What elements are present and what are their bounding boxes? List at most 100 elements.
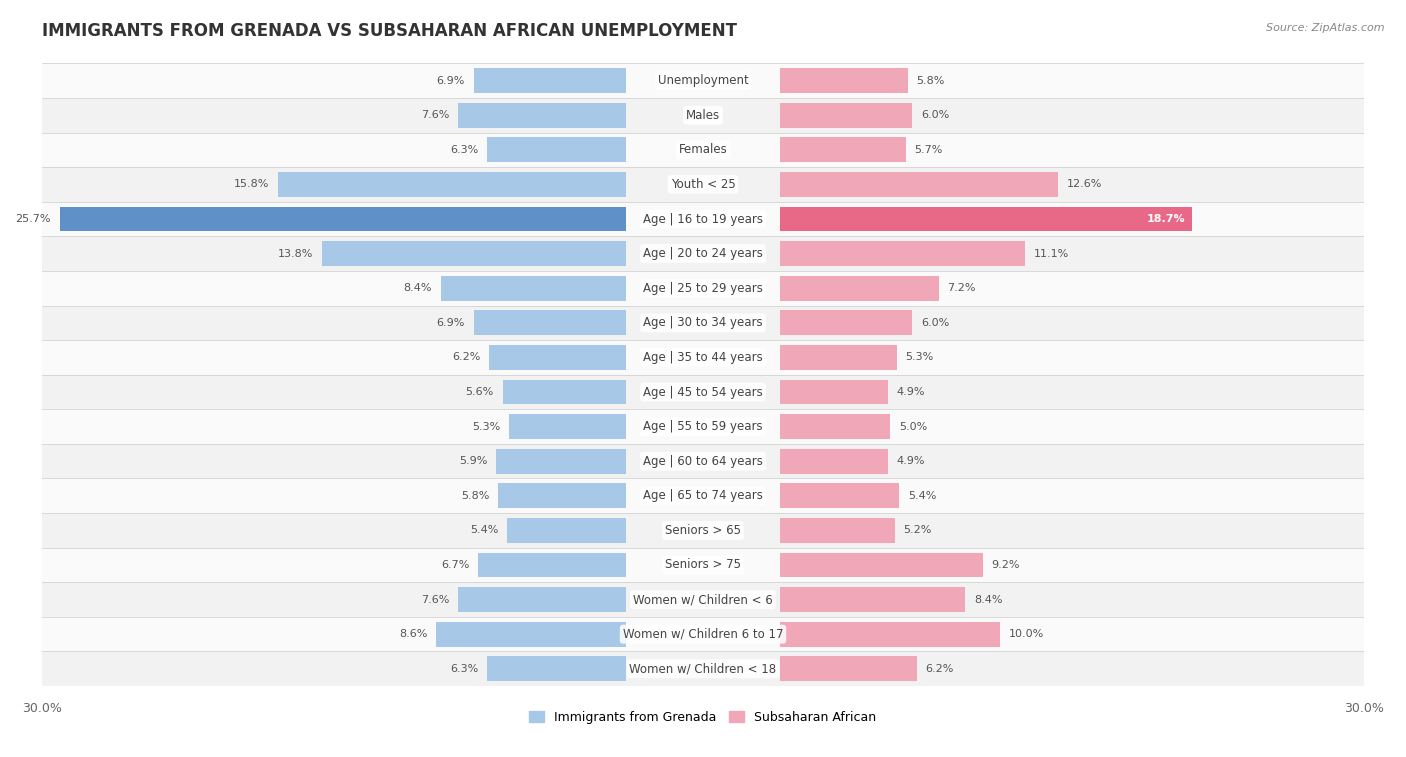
Bar (42, 582, 1364, 617)
Bar (496, 449, 626, 474)
Bar (441, 276, 626, 301)
Text: 7.6%: 7.6% (422, 111, 450, 120)
Text: 5.3%: 5.3% (905, 353, 934, 363)
Text: Age | 45 to 54 years: Age | 45 to 54 years (643, 385, 763, 398)
Text: 5.8%: 5.8% (461, 491, 489, 501)
Bar (42, 132, 1364, 167)
Text: Age | 35 to 44 years: Age | 35 to 44 years (643, 351, 763, 364)
Text: 5.7%: 5.7% (914, 145, 943, 155)
Text: Source: ZipAtlas.com: Source: ZipAtlas.com (1267, 23, 1385, 33)
Bar (498, 483, 626, 508)
Bar (42, 375, 1364, 410)
Text: IMMIGRANTS FROM GRENADA VS SUBSAHARAN AFRICAN UNEMPLOYMENT: IMMIGRANTS FROM GRENADA VS SUBSAHARAN AF… (42, 22, 737, 40)
Text: 6.0%: 6.0% (921, 111, 949, 120)
Text: Age | 20 to 24 years: Age | 20 to 24 years (643, 247, 763, 260)
Text: 7.2%: 7.2% (948, 283, 976, 293)
Text: 6.2%: 6.2% (453, 353, 481, 363)
Bar (780, 414, 890, 439)
Bar (478, 553, 626, 578)
Text: 15.8%: 15.8% (233, 179, 269, 189)
Bar (780, 68, 908, 93)
Text: 25.7%: 25.7% (15, 214, 51, 224)
Text: 11.1%: 11.1% (1033, 248, 1069, 259)
Bar (780, 241, 1025, 266)
Text: 5.6%: 5.6% (465, 387, 494, 397)
Text: Unemployment: Unemployment (658, 74, 748, 87)
Text: 6.0%: 6.0% (921, 318, 949, 328)
Text: Females: Females (679, 143, 727, 157)
Text: 6.9%: 6.9% (437, 76, 465, 86)
Bar (780, 587, 965, 612)
Bar (780, 138, 905, 162)
Bar (509, 414, 626, 439)
Bar (780, 207, 1192, 232)
Text: 8.4%: 8.4% (404, 283, 432, 293)
Bar (780, 553, 983, 578)
Bar (780, 449, 889, 474)
Text: Seniors > 75: Seniors > 75 (665, 559, 741, 572)
Bar (780, 103, 912, 128)
Text: 6.3%: 6.3% (450, 145, 478, 155)
Bar (780, 379, 889, 404)
Bar (42, 547, 1364, 582)
Text: 13.8%: 13.8% (278, 248, 314, 259)
Bar (780, 345, 897, 370)
Text: 4.9%: 4.9% (897, 456, 925, 466)
Text: 6.3%: 6.3% (450, 664, 478, 674)
Text: Males: Males (686, 109, 720, 122)
Text: 5.2%: 5.2% (904, 525, 932, 535)
Text: Women w/ Children < 6: Women w/ Children < 6 (633, 593, 773, 606)
Bar (780, 276, 939, 301)
Bar (486, 656, 626, 681)
Bar (278, 172, 626, 197)
Bar (42, 444, 1364, 478)
Bar (502, 379, 626, 404)
Bar (42, 98, 1364, 132)
Bar (42, 306, 1364, 340)
Bar (780, 656, 917, 681)
Text: 5.4%: 5.4% (908, 491, 936, 501)
Bar (780, 621, 1001, 646)
Bar (42, 202, 1364, 236)
Text: 9.2%: 9.2% (991, 560, 1021, 570)
Bar (474, 68, 626, 93)
Bar (42, 271, 1364, 306)
Bar (458, 587, 626, 612)
Bar (42, 513, 1364, 547)
Text: 8.6%: 8.6% (399, 629, 427, 639)
Text: 5.4%: 5.4% (470, 525, 498, 535)
Bar (780, 310, 912, 335)
Text: Age | 65 to 74 years: Age | 65 to 74 years (643, 489, 763, 503)
Bar (458, 103, 626, 128)
Bar (42, 236, 1364, 271)
Bar (42, 64, 1364, 98)
Text: 6.7%: 6.7% (441, 560, 470, 570)
Text: Women w/ Children < 18: Women w/ Children < 18 (630, 662, 776, 675)
Bar (780, 518, 894, 543)
Text: 5.0%: 5.0% (898, 422, 928, 431)
Bar (42, 617, 1364, 652)
Text: 5.8%: 5.8% (917, 76, 945, 86)
Bar (486, 138, 626, 162)
Text: Age | 30 to 34 years: Age | 30 to 34 years (643, 316, 763, 329)
Text: Youth < 25: Youth < 25 (671, 178, 735, 191)
Text: Age | 25 to 29 years: Age | 25 to 29 years (643, 282, 763, 294)
Text: 5.3%: 5.3% (472, 422, 501, 431)
Text: Age | 16 to 19 years: Age | 16 to 19 years (643, 213, 763, 226)
Text: Seniors > 65: Seniors > 65 (665, 524, 741, 537)
Bar (489, 345, 626, 370)
Text: 10.0%: 10.0% (1010, 629, 1045, 639)
Bar (42, 167, 1364, 202)
Text: Age | 60 to 64 years: Age | 60 to 64 years (643, 455, 763, 468)
Text: 6.9%: 6.9% (437, 318, 465, 328)
Text: 12.6%: 12.6% (1066, 179, 1102, 189)
Text: Age | 55 to 59 years: Age | 55 to 59 years (643, 420, 763, 433)
Bar (780, 483, 898, 508)
Text: 5.9%: 5.9% (458, 456, 486, 466)
Bar (508, 518, 626, 543)
Text: 6.2%: 6.2% (925, 664, 953, 674)
Bar (322, 241, 626, 266)
Legend: Immigrants from Grenada, Subsaharan African: Immigrants from Grenada, Subsaharan Afri… (524, 706, 882, 729)
Text: 8.4%: 8.4% (974, 594, 1002, 605)
Bar (436, 621, 626, 646)
